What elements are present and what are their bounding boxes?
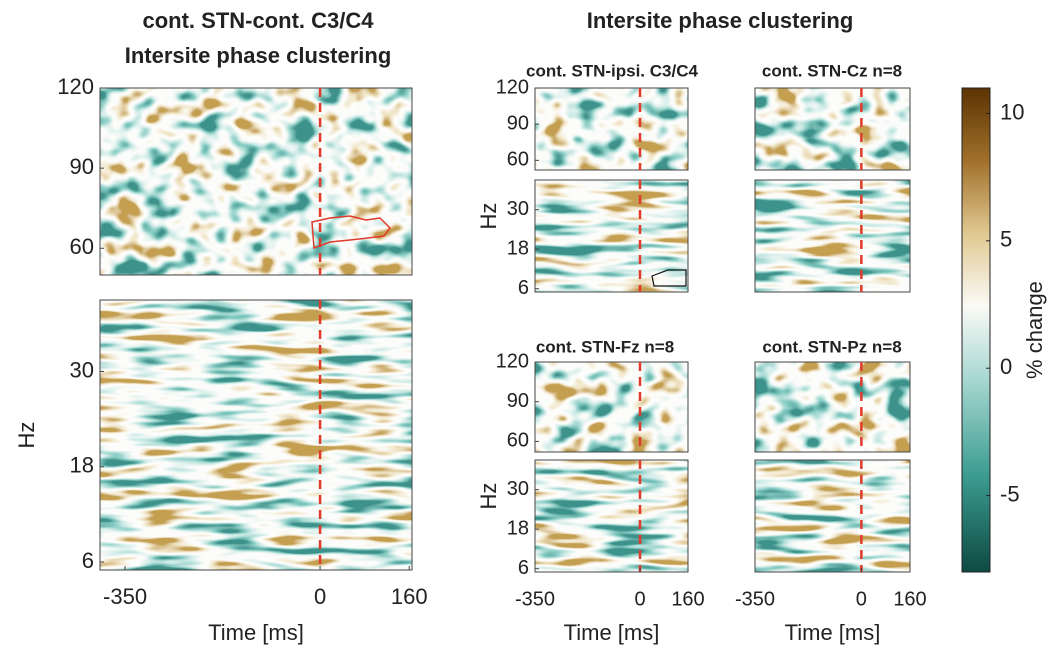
x-tick-label: -350 xyxy=(103,584,147,609)
x-axis-label: Time [ms] xyxy=(208,620,304,645)
panel-frame xyxy=(754,361,911,453)
x-tick-label: 0 xyxy=(634,588,645,610)
x-axis-label: Time [ms] xyxy=(564,620,660,645)
panel-frame xyxy=(754,179,911,293)
x-tick-label: -350 xyxy=(735,588,775,610)
panel-frame xyxy=(754,87,911,171)
x-axis-label: Time [ms] xyxy=(785,620,881,645)
y-tick-label: 120 xyxy=(57,74,94,99)
panel-title: cont. STN-Cz n=8 xyxy=(762,61,902,80)
y-axis-label: Hz xyxy=(476,483,501,510)
heatmap-image xyxy=(535,88,688,170)
y-tick-label: 6 xyxy=(82,548,94,573)
panel-title: cont. STN-Fz n=8 xyxy=(536,337,674,356)
x-tick-label: 160 xyxy=(671,588,704,610)
y-tick-label: 6 xyxy=(518,557,529,579)
y-tick-label: 90 xyxy=(70,154,94,179)
heatmap-image xyxy=(100,300,412,570)
colorbar-tick-label: 0 xyxy=(1000,354,1012,379)
x-tick-label: -350 xyxy=(515,588,555,610)
panel-title: cont. STN-Pz n=8 xyxy=(762,337,901,356)
cluster-contour xyxy=(311,215,391,250)
panel-frame xyxy=(534,87,689,171)
panel-frame xyxy=(99,87,413,276)
y-tick-label: 30 xyxy=(507,478,529,500)
panel-subtitle: Intersite phase clustering xyxy=(125,43,392,68)
colorbar-tick-label: -5 xyxy=(1000,481,1020,506)
y-tick-label: 60 xyxy=(507,149,529,171)
panel-title: cont. STN-cont. C3/C4 xyxy=(142,8,374,33)
y-tick-label: 18 xyxy=(70,453,94,478)
y-tick-label: 18 xyxy=(507,517,529,539)
heatmap-image xyxy=(755,460,910,572)
x-tick-label: 160 xyxy=(893,588,926,610)
y-tick-label: 6 xyxy=(518,277,529,299)
y-tick-label: 90 xyxy=(507,390,529,412)
group-title: Intersite phase clustering xyxy=(587,8,854,33)
y-tick-label: 60 xyxy=(507,430,529,452)
x-tick-label: 160 xyxy=(391,584,428,609)
y-axis-label: Hz xyxy=(14,422,39,449)
y-tick-label: 30 xyxy=(70,357,94,382)
panel-frame xyxy=(534,361,689,453)
colorbar-label: % change xyxy=(1022,281,1047,379)
heatmap-image xyxy=(755,180,910,292)
y-axis-label: Hz xyxy=(476,203,501,230)
y-tick-label: 60 xyxy=(70,234,94,259)
heatmap-image xyxy=(535,362,688,452)
heatmap-image xyxy=(100,88,412,275)
x-tick-label: 0 xyxy=(314,584,326,609)
cluster-contour xyxy=(651,269,687,287)
y-tick-label: 120 xyxy=(496,76,529,98)
panel-title: cont. STN-ipsi. C3/C4 xyxy=(526,61,698,80)
panel-frame xyxy=(754,459,911,573)
heatmap-image xyxy=(755,88,910,170)
y-tick-label: 120 xyxy=(496,350,529,372)
heatmap-image xyxy=(535,460,688,572)
y-tick-label: 18 xyxy=(507,237,529,259)
panel-frame xyxy=(534,179,689,293)
panel-frame xyxy=(99,299,413,571)
colorbar xyxy=(961,87,991,573)
heatmap-image xyxy=(755,362,910,452)
heatmap-image xyxy=(535,180,688,292)
colorbar-tick-label: 5 xyxy=(1000,227,1012,252)
y-tick-label: 30 xyxy=(507,198,529,220)
colorbar-tick-label: 10 xyxy=(1000,99,1024,124)
x-tick-label: 0 xyxy=(856,588,867,610)
y-tick-label: 90 xyxy=(507,112,529,134)
panel-frame xyxy=(534,459,689,573)
